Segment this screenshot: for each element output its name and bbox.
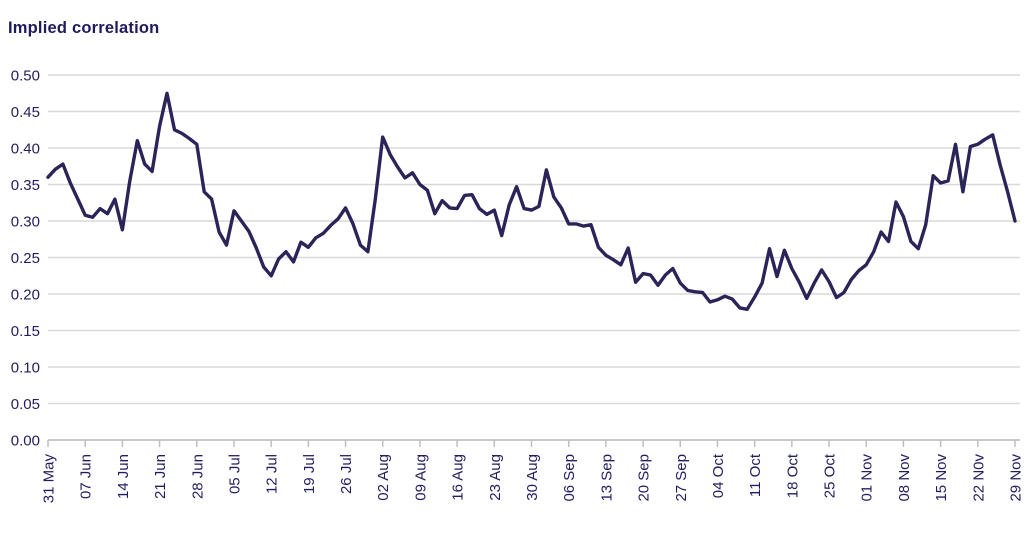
y-tick-label: 0.15 bbox=[11, 323, 40, 340]
x-tick-label: 26 Jul bbox=[338, 454, 355, 494]
x-tick-label: 21 Jun bbox=[152, 454, 169, 499]
y-tick-label: 0.05 bbox=[11, 396, 40, 413]
x-tick-label: 31 May bbox=[41, 454, 58, 504]
x-tick-label: 01 Nov bbox=[859, 454, 876, 502]
x-tick-label: 04 Oct bbox=[710, 453, 727, 498]
x-tick-label: 02 Aug bbox=[375, 454, 392, 501]
x-tick-label: 06 Sep bbox=[561, 454, 578, 502]
y-tick-label: 0.20 bbox=[11, 287, 40, 304]
x-tick-label: 13 Sep bbox=[598, 454, 615, 502]
x-tick-label: 15 Nov bbox=[933, 454, 950, 502]
x-tick-label: 22 N0v bbox=[970, 454, 987, 502]
x-tick-label: 07 Jun bbox=[78, 454, 95, 499]
x-tick-label: 05 Jul bbox=[226, 454, 243, 494]
x-tick-label: 27 Sep bbox=[673, 454, 690, 502]
y-tick-label: 0.00 bbox=[11, 433, 40, 450]
y-tick-label: 0.40 bbox=[11, 141, 40, 158]
x-tick-label: 16 Aug bbox=[450, 454, 467, 501]
y-tick-label: 0.25 bbox=[11, 250, 40, 267]
chart-title: Implied correlation bbox=[8, 19, 160, 37]
x-tick-label: 14 Jun bbox=[115, 454, 132, 499]
x-tick-label: 08 Nov bbox=[896, 454, 913, 502]
x-tick-label: 11 Oct bbox=[747, 453, 764, 497]
x-tick-label: 19 Jul bbox=[301, 454, 318, 494]
x-tick-label: 30 Aug bbox=[524, 454, 541, 501]
x-tick-label: 20 Sep bbox=[636, 454, 653, 502]
y-tick-label: 0.45 bbox=[11, 104, 40, 121]
y-tick-label: 0.30 bbox=[11, 214, 40, 231]
x-tick-label: 12 Jul bbox=[264, 454, 281, 494]
x-tick-label: 23 Aug bbox=[487, 454, 504, 501]
y-tick-label: 0.35 bbox=[11, 177, 40, 194]
x-tick-label: 29 Nov bbox=[1008, 454, 1024, 502]
x-tick-label: 18 Oct bbox=[784, 453, 801, 498]
y-tick-label: 0.50 bbox=[11, 68, 40, 85]
implied-correlation-series-line bbox=[46, 91, 1017, 311]
x-tick-label: 28 Jun bbox=[189, 454, 206, 499]
y-tick-label: 0.10 bbox=[11, 360, 40, 377]
x-tick-label: 25 Oct bbox=[822, 453, 839, 498]
x-tick-label: 09 Aug bbox=[412, 454, 429, 501]
